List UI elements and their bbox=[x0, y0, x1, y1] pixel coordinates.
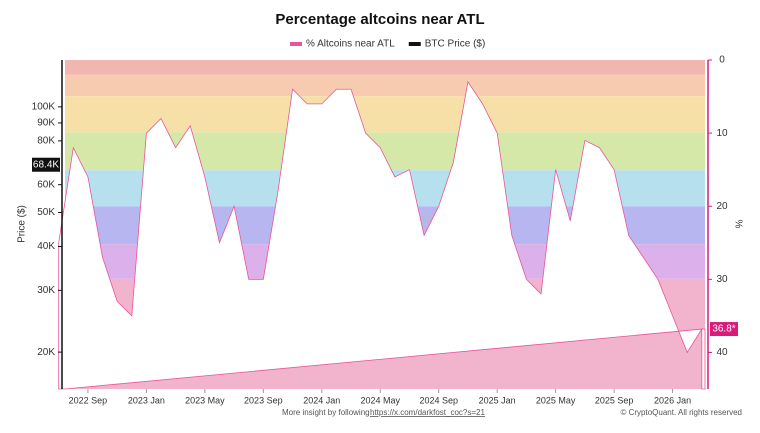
y2-tick-label: 10 bbox=[716, 128, 728, 139]
last-value-box bbox=[32, 157, 60, 172]
x-tick-label: 2023 Sep bbox=[244, 395, 283, 405]
y-tick-label: 50K bbox=[37, 207, 55, 218]
legend-swatch bbox=[290, 42, 302, 46]
y-tick-label: 100K bbox=[32, 101, 56, 112]
x-tick-label: 2022 Sep bbox=[69, 395, 108, 405]
y-tick-label: 40K bbox=[37, 241, 55, 252]
x-tick-label: 2025 May bbox=[536, 395, 576, 405]
y-tick-label: 80K bbox=[37, 136, 55, 147]
y-tick-label: 90K bbox=[37, 118, 55, 129]
footer-link-text[interactable]: https://x.com/darkfost_coc?s=21 bbox=[370, 408, 485, 417]
x-tick-label: 2023 Jan bbox=[128, 395, 165, 405]
y-axis-label: Price ($) bbox=[17, 205, 28, 243]
altcoin-area bbox=[58, 80, 706, 390]
y-tick-label: 60K bbox=[37, 179, 55, 190]
x-tick-label: 2024 Sep bbox=[419, 395, 458, 405]
x-tick-label: 2025 Jan bbox=[479, 395, 516, 405]
footer-text: More insight by following bbox=[282, 408, 370, 417]
last-value-box bbox=[710, 322, 738, 337]
y2-axis-label: % bbox=[732, 220, 743, 229]
band bbox=[65, 60, 705, 75]
legend-label: BTC Price ($) bbox=[425, 39, 486, 50]
x-tick-label: 2024 May bbox=[360, 395, 400, 405]
footer-link[interactable]: https://x.com/darkfost_coc?s=21 bbox=[370, 408, 485, 417]
x-tick-label: 2025 Sep bbox=[595, 395, 634, 405]
y2-tick-label: 30 bbox=[716, 274, 728, 285]
x-tick-label: 2023 May bbox=[185, 395, 225, 405]
last-value-label: 36.8* bbox=[712, 324, 735, 335]
chart-title: Percentage altcoins near ATL bbox=[275, 11, 484, 28]
band bbox=[65, 74, 705, 97]
last-value-label: 68.4K bbox=[33, 159, 59, 170]
y-tick-label: 30K bbox=[37, 285, 55, 296]
copyright: © CryptoQuant. All rights reserved bbox=[621, 408, 743, 417]
legend-label: % Altcoins near ATL bbox=[306, 39, 395, 50]
legend-swatch bbox=[408, 42, 421, 46]
band bbox=[65, 96, 705, 133]
y2-tick-label: 20 bbox=[716, 201, 728, 212]
y-tick-label: 20K bbox=[37, 347, 55, 358]
y2-tick-label: 40 bbox=[716, 347, 728, 358]
x-tick-label: 2026 Jan bbox=[654, 395, 691, 405]
y2-tick-label: 0 bbox=[719, 55, 725, 66]
x-tick-label: 2024 Jan bbox=[303, 395, 340, 405]
